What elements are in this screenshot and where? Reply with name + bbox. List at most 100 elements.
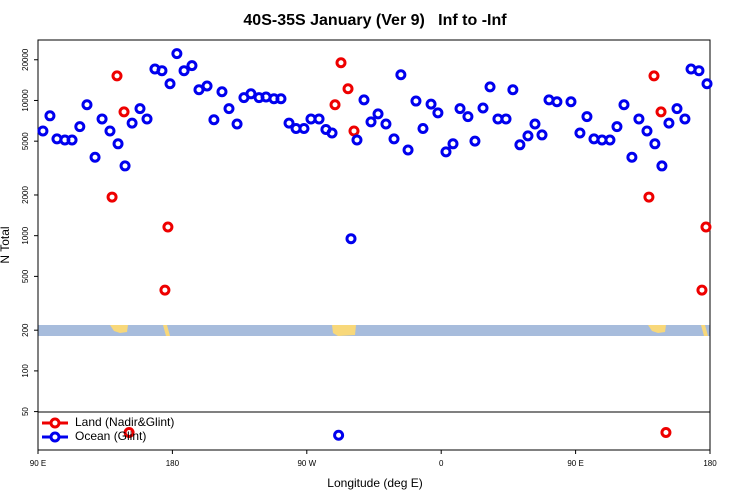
point — [365, 116, 377, 128]
point — [551, 96, 563, 108]
point — [44, 110, 56, 122]
point — [89, 151, 101, 163]
point — [604, 134, 616, 146]
point — [283, 117, 295, 129]
point — [469, 135, 481, 147]
point — [388, 133, 400, 145]
point — [522, 130, 534, 142]
point — [656, 160, 668, 172]
point — [626, 151, 638, 163]
point — [193, 84, 205, 96]
x-tick-label: 90 E — [30, 459, 46, 468]
point — [432, 107, 444, 119]
point — [507, 84, 519, 96]
point — [655, 106, 667, 118]
point — [633, 113, 645, 125]
point — [275, 93, 287, 105]
point — [178, 65, 190, 77]
y-axis-label: N Total — [0, 226, 12, 263]
point — [358, 94, 370, 106]
point — [529, 118, 541, 130]
point — [208, 114, 220, 126]
point — [245, 88, 257, 100]
map-strip — [38, 325, 710, 336]
y-tick-label: 10000 — [21, 89, 30, 112]
point — [123, 427, 135, 439]
point — [447, 138, 459, 150]
point — [134, 103, 146, 115]
point — [126, 117, 138, 129]
point — [104, 125, 116, 137]
point — [298, 123, 310, 135]
point — [500, 113, 512, 125]
point — [410, 95, 422, 107]
point — [641, 125, 653, 137]
point — [156, 65, 168, 77]
point — [37, 125, 49, 137]
point — [649, 138, 661, 150]
x-tick-label: 90 W — [297, 459, 316, 468]
plot-frame — [37, 39, 711, 451]
point — [342, 83, 354, 95]
point — [141, 113, 153, 125]
point — [536, 129, 548, 141]
point — [417, 123, 429, 135]
y-tick-label: 50 — [21, 407, 30, 416]
point — [159, 284, 171, 296]
point — [106, 191, 118, 203]
point — [118, 106, 130, 118]
point — [660, 427, 672, 439]
point — [111, 70, 123, 82]
y-tick-label: 200 — [21, 323, 30, 337]
y-tick-label: 100 — [21, 364, 30, 378]
x-tick-label: 180 — [166, 459, 180, 468]
legend-label: Ocean (Glint) — [75, 429, 146, 443]
legend-marker — [49, 431, 61, 443]
y-tick-label: 5000 — [21, 132, 30, 150]
point — [119, 160, 131, 172]
x-tick-label: 90 E — [567, 459, 583, 468]
point — [581, 111, 593, 123]
point — [329, 99, 341, 111]
point — [462, 111, 474, 123]
point — [643, 191, 655, 203]
point — [693, 65, 705, 77]
point — [484, 81, 496, 93]
point — [171, 48, 183, 60]
point — [112, 138, 124, 150]
point — [565, 96, 577, 108]
point — [223, 103, 235, 115]
point — [313, 113, 325, 125]
point — [574, 127, 586, 139]
point — [326, 127, 338, 139]
point — [96, 113, 108, 125]
point — [162, 221, 174, 233]
point — [514, 139, 526, 151]
point — [216, 86, 228, 98]
point — [81, 99, 93, 111]
point — [201, 80, 213, 92]
point — [696, 284, 708, 296]
point — [348, 125, 360, 137]
point — [335, 57, 347, 69]
point — [333, 429, 345, 441]
point — [663, 117, 675, 129]
y-tick-label: 20000 — [21, 48, 30, 71]
legend-marker — [49, 417, 61, 429]
x-axis-label: Longitude (deg E) — [327, 476, 422, 490]
point — [74, 121, 86, 133]
point — [372, 108, 384, 120]
x-tick-label: 180 — [703, 459, 717, 468]
point — [425, 98, 437, 110]
point — [477, 102, 489, 114]
point — [231, 118, 243, 130]
y-tick-label: 2000 — [21, 186, 30, 204]
legend-label: Land (Nadir&Glint) — [75, 415, 174, 429]
y-tick-label: 1000 — [21, 226, 30, 244]
chart-title: 40S-35S January (Ver 9) Inf to -Inf — [243, 12, 507, 29]
point — [611, 121, 623, 133]
point — [701, 78, 713, 90]
point — [66, 134, 78, 146]
point — [679, 113, 691, 125]
